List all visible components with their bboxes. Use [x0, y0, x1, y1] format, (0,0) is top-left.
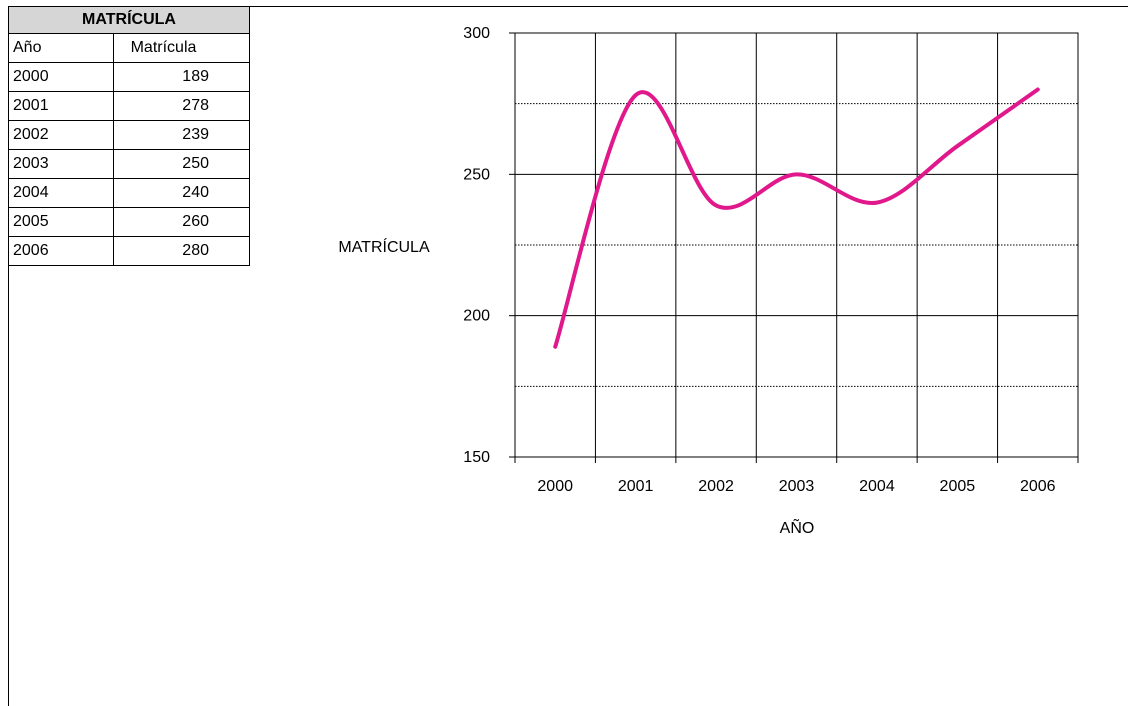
grid-layer: [515, 33, 1078, 457]
series-layer: [555, 90, 1038, 347]
axis-layer: [509, 33, 1078, 463]
y-tick-label: 150: [463, 449, 490, 466]
x-tick-label: 2002: [698, 478, 734, 495]
x-tick-label: 2004: [859, 478, 895, 495]
x-axis-label: AÑO: [780, 517, 815, 537]
x-tick-label: 2001: [618, 478, 654, 495]
label-layer: 150 200 250 300 2000 2001 2002 2003 2004 2005 2006: [463, 25, 1055, 495]
x-tick-label: 2003: [779, 478, 815, 495]
x-tick-label: 2000: [537, 478, 573, 495]
x-tick-label: 2005: [940, 478, 976, 495]
y-tick-label: 300: [463, 25, 490, 42]
y-tick-label: 250: [463, 166, 490, 183]
x-tick-label: 2006: [1020, 478, 1056, 495]
series-line: [555, 90, 1038, 347]
y-tick-label: 200: [463, 308, 490, 325]
y-axis-label: MATRÍCULA: [338, 237, 430, 256]
